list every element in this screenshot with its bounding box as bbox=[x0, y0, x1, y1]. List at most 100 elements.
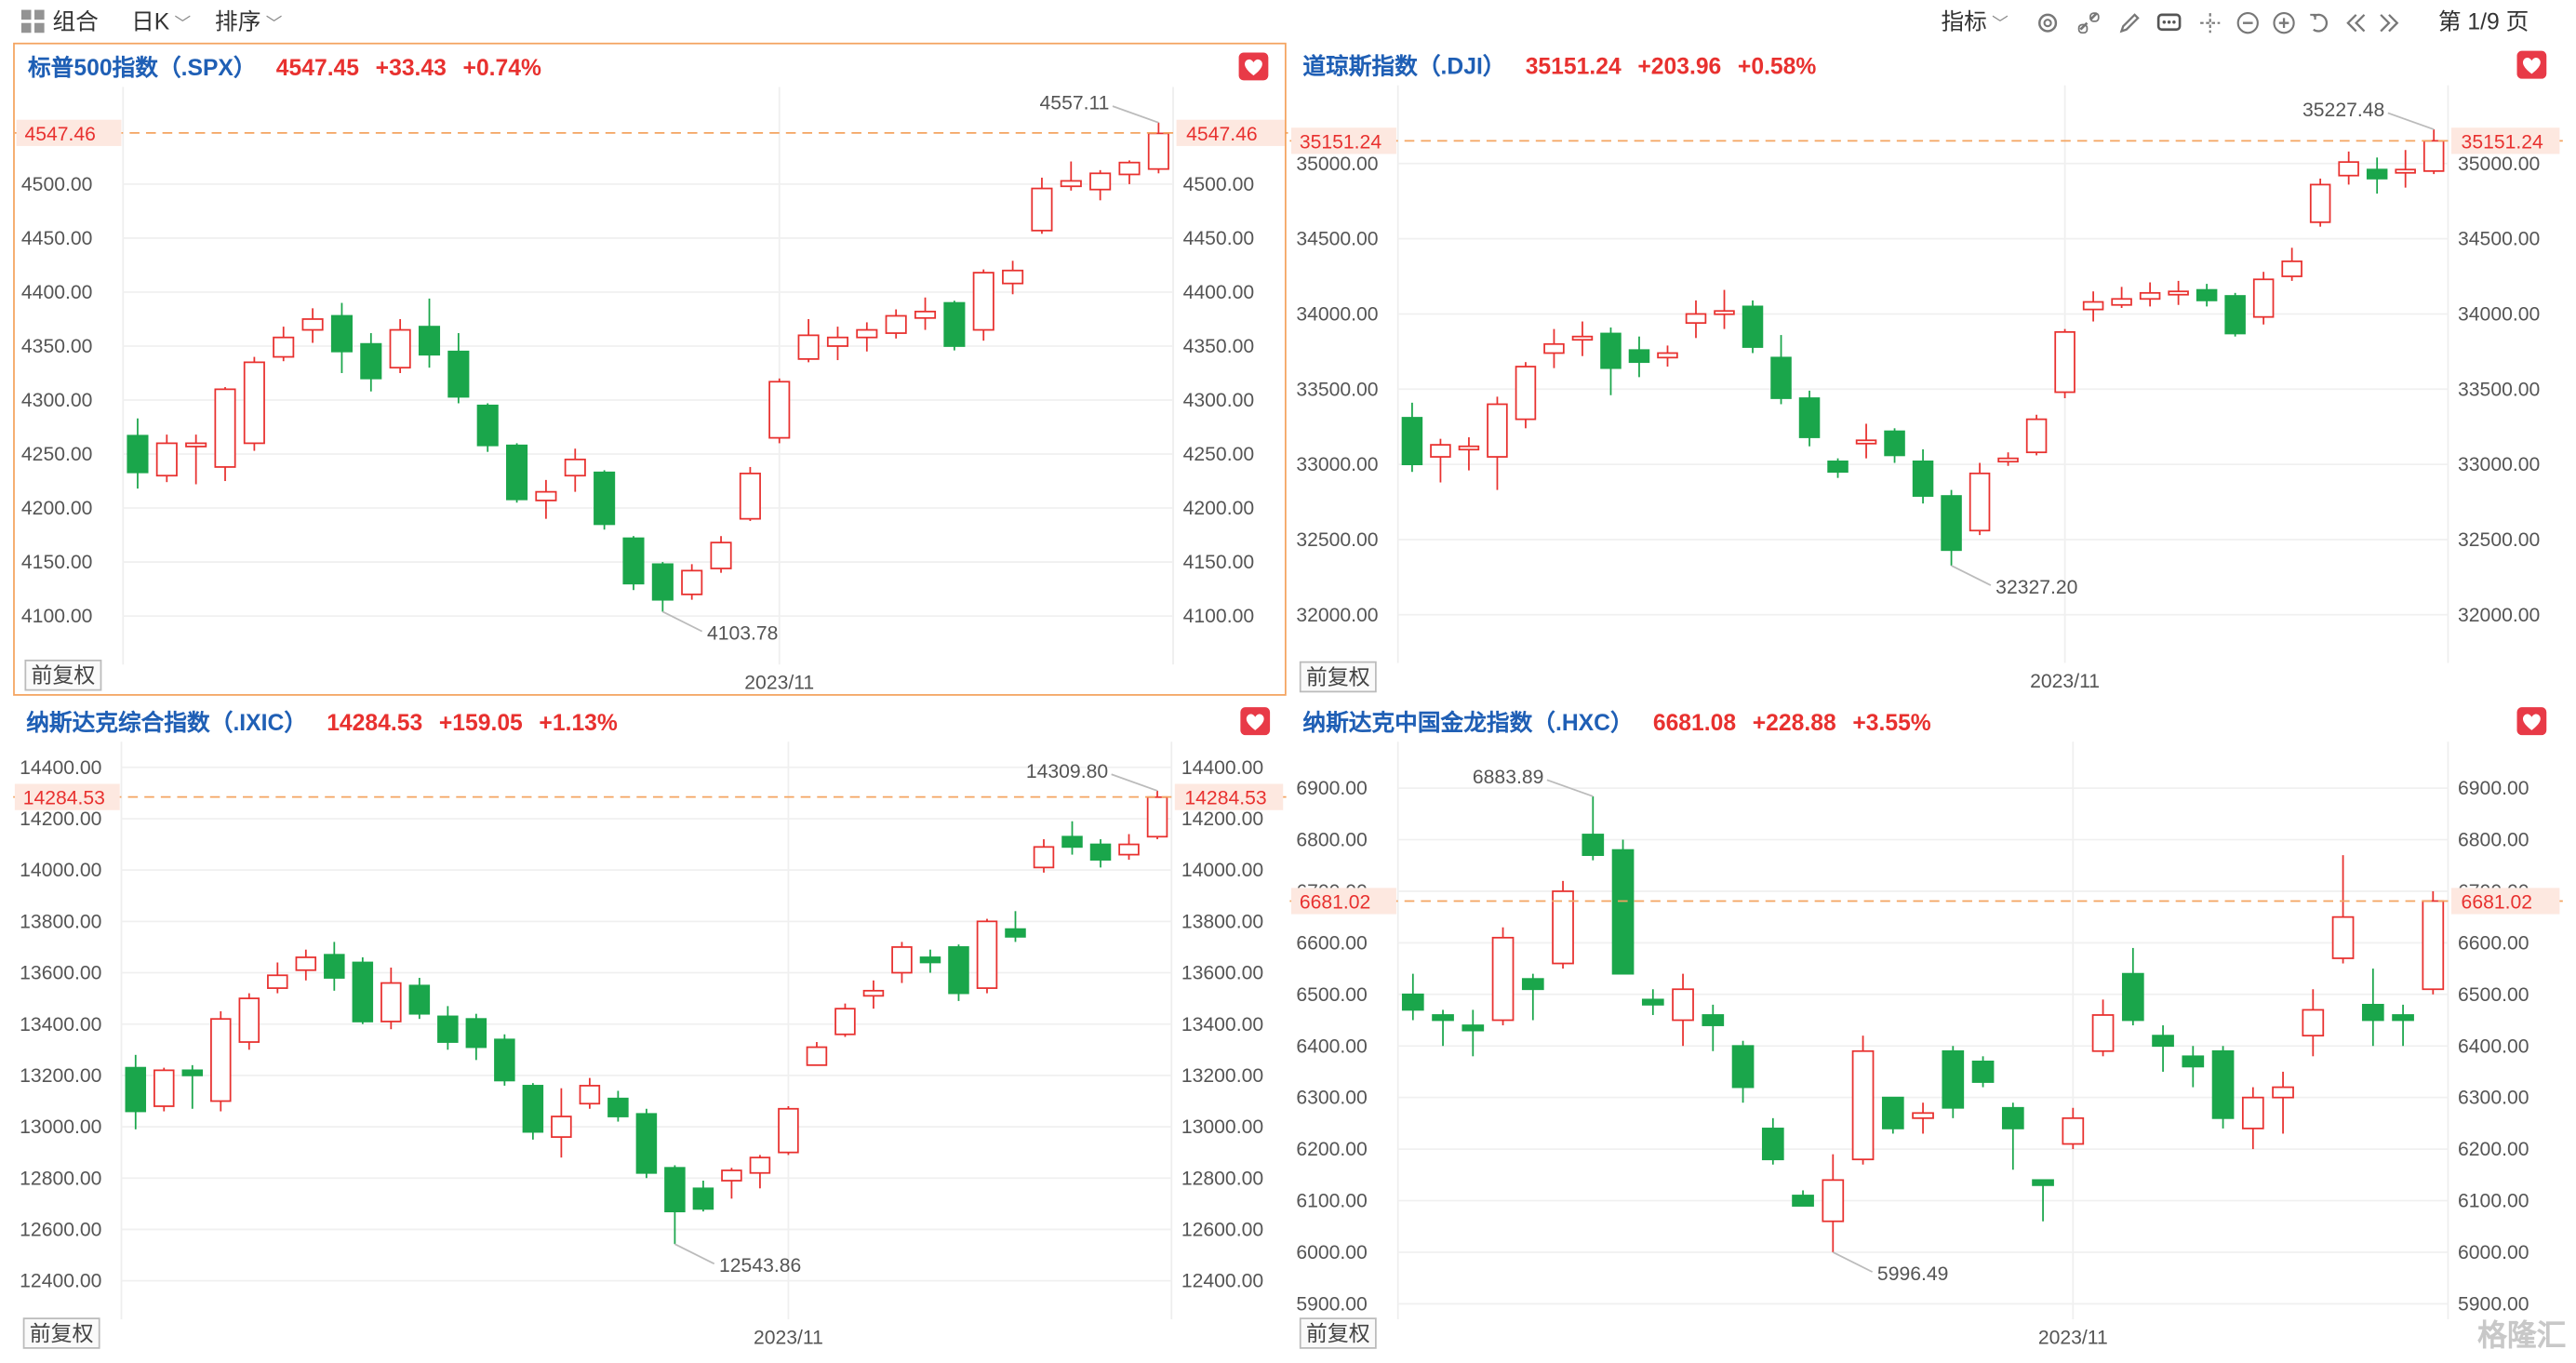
indicator-dropdown[interactable]: 指标 ﹀ bbox=[1941, 7, 2008, 36]
price-tag-right: 6681.02 bbox=[2462, 891, 2532, 913]
candle bbox=[681, 564, 703, 600]
y-tick-label-right: 34500.00 bbox=[2458, 229, 2540, 250]
y-tick-label-right: 6300.00 bbox=[2458, 1088, 2529, 1109]
x-axis-label: 2023/11 bbox=[2038, 1327, 2108, 1348]
candle bbox=[380, 968, 402, 1030]
y-tick-label-left: 4150.00 bbox=[21, 552, 92, 573]
price-tag-right: 14284.53 bbox=[1184, 788, 1266, 809]
last-price: 6681.08 bbox=[1652, 708, 1737, 736]
candlestick-chart[interactable]: 5900.00 5900.00 6000.00 6000.00 6100.00 6100.… bbox=[1289, 699, 2563, 1352]
y-tick-label-right: 6500.00 bbox=[2458, 984, 2529, 1006]
y-tick-label-right: 33500.00 bbox=[2458, 379, 2540, 400]
combo-menu[interactable]: 组合 bbox=[20, 7, 99, 36]
candle bbox=[1798, 390, 1821, 447]
candle bbox=[948, 944, 969, 1001]
candle bbox=[1641, 989, 1664, 1015]
adjustment-button[interactable]: 前复权 bbox=[1299, 1317, 1377, 1349]
candle bbox=[1714, 289, 1735, 329]
candle bbox=[564, 448, 586, 492]
candle bbox=[1770, 335, 1792, 405]
y-tick-label-left: 6300.00 bbox=[1296, 1088, 1367, 1109]
chart-panel-spx[interactable]: 4100.00 4100.00 4150.00 4150.00 4200.00 4200.… bbox=[13, 42, 1288, 698]
candle bbox=[1942, 1046, 1965, 1118]
grid-icon bbox=[20, 9, 45, 33]
candle bbox=[2422, 890, 2445, 995]
y-tick-label-left: 4100.00 bbox=[21, 606, 92, 627]
settings-icon[interactable] bbox=[2035, 10, 2061, 36]
x-axis-label: 2023/11 bbox=[2030, 671, 2100, 692]
chart-panel-ixic[interactable]: 12400.00 12400.00 12600.00 12600.00 12800.00… bbox=[13, 699, 1287, 1353]
candle bbox=[153, 1067, 175, 1112]
y-tick-label-left: 6800.00 bbox=[1296, 830, 1367, 851]
candle bbox=[1582, 795, 1605, 861]
double-left-icon[interactable] bbox=[2343, 10, 2369, 36]
y-tick-label-right: 4350.00 bbox=[1183, 336, 1254, 357]
sort-dropdown[interactable]: 排序 ﹀ bbox=[215, 7, 282, 36]
favorite-heart-icon[interactable] bbox=[1238, 52, 1269, 81]
candle bbox=[1521, 973, 1544, 1021]
candlestick-chart[interactable]: 12400.00 12400.00 12600.00 12600.00 12800.00… bbox=[13, 699, 1287, 1352]
y-tick-label-left: 6100.00 bbox=[1296, 1191, 1367, 1212]
candle bbox=[1851, 1036, 1875, 1165]
chart-panel-hxc[interactable]: 5900.00 5900.00 6000.00 6000.00 6100.00 6100.… bbox=[1289, 699, 2563, 1353]
candle bbox=[1089, 169, 1112, 201]
high-label: 4557.11 bbox=[1040, 93, 1110, 114]
top-toolbar: 组合 日K ﹀ 排序 ﹀ 指标 ﹀ 第 1/9 页 bbox=[0, 0, 2576, 43]
candle bbox=[1997, 452, 2019, 466]
candle bbox=[1487, 396, 1508, 490]
y-tick-label-left: 32500.00 bbox=[1296, 529, 1378, 551]
candle bbox=[551, 1088, 572, 1158]
candle bbox=[1855, 423, 1877, 459]
y-tick-label-right: 6000.00 bbox=[2458, 1242, 2529, 1263]
adjustment-button[interactable]: 前复权 bbox=[22, 1317, 100, 1349]
candle bbox=[1432, 1009, 1454, 1047]
price-tag-left: 35151.24 bbox=[1300, 131, 1381, 153]
candlestick-chart[interactable]: 4100.00 4100.00 4150.00 4150.00 4200.00 4200.… bbox=[14, 45, 1288, 698]
double-right-icon[interactable] bbox=[2376, 10, 2402, 36]
candle bbox=[1089, 839, 1112, 868]
y-tick-label-right: 32000.00 bbox=[2458, 605, 2540, 626]
period-dropdown[interactable]: 日K ﹀ bbox=[131, 7, 191, 36]
candle bbox=[622, 536, 645, 591]
candle bbox=[1672, 973, 1694, 1047]
candle bbox=[2272, 1071, 2294, 1134]
candle bbox=[181, 1064, 204, 1109]
crosshair-icon[interactable] bbox=[2197, 10, 2223, 36]
y-tick-label-right: 4250.00 bbox=[1183, 444, 1254, 465]
candle bbox=[2302, 989, 2325, 1057]
y-tick-label-left: 14000.00 bbox=[20, 860, 101, 881]
link-icon[interactable] bbox=[2075, 10, 2102, 36]
candlestick-chart[interactable]: 32000.00 32000.00 32500.00 32500.00 33000.00… bbox=[1289, 43, 2563, 696]
candle bbox=[295, 949, 317, 981]
y-tick-label-left: 34500.00 bbox=[1296, 229, 1378, 250]
candle bbox=[1941, 489, 1962, 566]
y-tick-label-right: 6400.00 bbox=[2458, 1036, 2529, 1057]
undo-icon[interactable] bbox=[2307, 10, 2333, 36]
chart-panel-dji[interactable]: 32000.00 32000.00 32500.00 32500.00 33000.00… bbox=[1289, 42, 2563, 696]
zoom-out-icon[interactable] bbox=[2235, 10, 2261, 36]
candle bbox=[1118, 160, 1141, 184]
zoom-in-icon[interactable] bbox=[2271, 10, 2297, 36]
adjustment-button[interactable]: 前复权 bbox=[1299, 661, 1377, 693]
favorite-heart-icon[interactable] bbox=[1240, 707, 1271, 736]
candle bbox=[1033, 839, 1055, 873]
candle bbox=[2366, 157, 2388, 194]
comment-icon[interactable] bbox=[2156, 10, 2182, 36]
candle bbox=[2062, 1107, 2085, 1150]
candle bbox=[494, 1034, 515, 1086]
candle bbox=[1401, 973, 1424, 1021]
candle bbox=[721, 1168, 742, 1199]
adjustment-button[interactable]: 前复权 bbox=[24, 660, 102, 691]
candle bbox=[2392, 1004, 2414, 1047]
y-tick-label-left: 4300.00 bbox=[21, 390, 92, 411]
y-tick-label-left: 33500.00 bbox=[1296, 379, 1378, 400]
candle bbox=[2196, 284, 2218, 307]
y-tick-label-left: 13600.00 bbox=[20, 963, 101, 984]
favorite-heart-icon[interactable] bbox=[2516, 707, 2547, 736]
favorite-heart-icon[interactable] bbox=[2516, 50, 2547, 79]
candle bbox=[2309, 178, 2331, 227]
pencil-icon[interactable] bbox=[2116, 10, 2142, 36]
candle bbox=[797, 318, 820, 363]
candle bbox=[360, 333, 382, 392]
candle bbox=[914, 297, 937, 330]
